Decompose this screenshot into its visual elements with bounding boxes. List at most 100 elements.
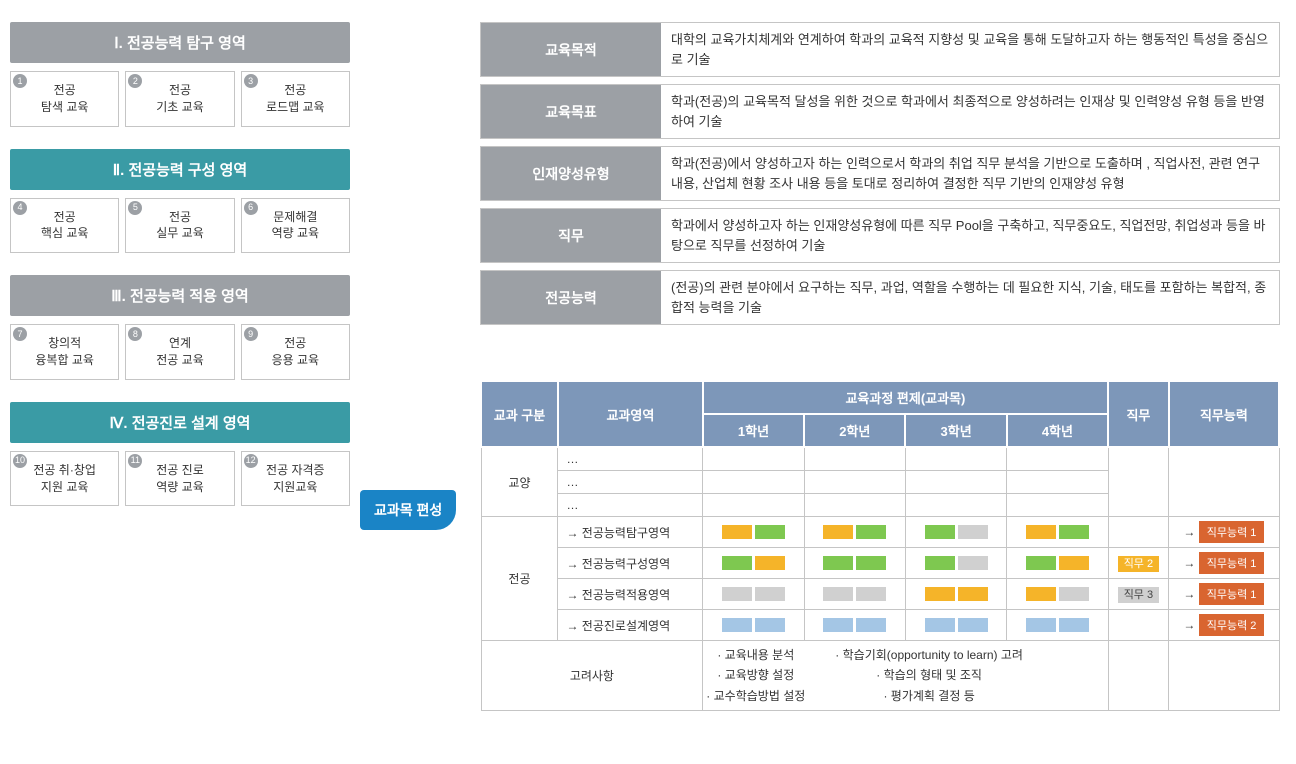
definition-label: 전공능력 xyxy=(481,271,661,324)
section-header: Ⅱ. 전공능력 구성 영역 xyxy=(10,149,350,190)
course-block xyxy=(958,556,988,570)
section-header: Ⅰ. 전공능력 탐구 영역 xyxy=(10,22,350,63)
course-block xyxy=(722,587,752,601)
capability-tag: 직무능력 1 xyxy=(1199,552,1265,574)
duty-tag: 직무 3 xyxy=(1118,587,1159,603)
card: 12전공 자격증지원교육 xyxy=(241,451,350,507)
course-block xyxy=(1059,618,1089,632)
course-block xyxy=(856,587,886,601)
definition-row: 교육목표학과(전공)의 교육목적 달성을 위한 것으로 학과에서 최종적으로 양… xyxy=(480,84,1280,139)
th-duty: 직무 xyxy=(1108,381,1169,447)
card-number: 10 xyxy=(13,454,27,468)
definitions-panel: 교육목적대학의 교육가치체계와 연계하여 학과의 교육적 지향성 및 교육을 통… xyxy=(480,22,1280,332)
card: 6문제해결역량 교육 xyxy=(241,198,350,254)
card-number: 5 xyxy=(128,201,142,215)
th-y3: 3학년 xyxy=(905,414,1006,447)
definition-desc: (전공)의 관련 분야에서 요구하는 직무, 과업, 역할을 수행하는 데 필요… xyxy=(661,271,1279,324)
card: 7창의적융복합 교육 xyxy=(10,324,119,380)
course-block xyxy=(755,556,785,570)
section-header: Ⅲ. 전공능력 적용 영역 xyxy=(10,275,350,316)
definition-row: 직무학과에서 양성하고자 하는 인재양성유형에 따른 직무 Pool을 구축하고… xyxy=(480,208,1280,263)
th-area: 교과영역 xyxy=(558,381,703,447)
definition-desc: 학과(전공)에서 양성하고자 하는 인력으로서 학과의 취업 직무 분석을 기반… xyxy=(661,147,1279,200)
definition-desc: 대학의 교육가치체계와 연계하여 학과의 교육적 지향성 및 교육을 통해 도달… xyxy=(661,23,1279,76)
th-y1: 1학년 xyxy=(703,414,804,447)
consider-content: · 교육내용 분석· 교육방향 설정· 교수학습방법 설정· 학습기회(oppo… xyxy=(703,641,1108,711)
definition-desc: 학과(전공)의 교육목적 달성을 위한 것으로 학과에서 최종적으로 양성하려는… xyxy=(661,85,1279,138)
definition-row: 인재양성유형학과(전공)에서 양성하고자 하는 인력으로서 학과의 취업 직무 … xyxy=(480,146,1280,201)
course-block xyxy=(823,618,853,632)
connector-tag: 교과목 편성 xyxy=(360,490,456,530)
capability-tag: 직무능력 1 xyxy=(1199,521,1265,543)
course-block xyxy=(1026,525,1056,539)
liberal-row: … xyxy=(558,494,703,517)
card: 10전공 취·창업지원 교육 xyxy=(10,451,119,507)
card-number: 9 xyxy=(244,327,258,341)
card: 8연계전공 교육 xyxy=(125,324,234,380)
course-block xyxy=(1026,618,1056,632)
course-block xyxy=(722,618,752,632)
course-block xyxy=(722,525,752,539)
definition-label: 직무 xyxy=(481,209,661,262)
course-block xyxy=(722,556,752,570)
course-block xyxy=(958,587,988,601)
definition-desc: 학과에서 양성하고자 하는 인재양성유형에 따른 직무 Pool을 구축하고, … xyxy=(661,209,1279,262)
left-sections: Ⅰ. 전공능력 탐구 영역 1전공탐색 교육2전공기초 교육3전공로드맵 교육 Ⅱ.… xyxy=(10,22,350,528)
course-block xyxy=(925,587,955,601)
card: 3전공로드맵 교육 xyxy=(241,71,350,127)
section-header: Ⅳ. 전공진로 설계 영역 xyxy=(10,402,350,443)
card-number: 3 xyxy=(244,74,258,88)
definition-label: 교육목적 xyxy=(481,23,661,76)
course-block xyxy=(856,525,886,539)
card-number: 6 xyxy=(244,201,258,215)
th-capability: 직무능력 xyxy=(1169,381,1279,447)
definition-label: 교육목표 xyxy=(481,85,661,138)
course-block xyxy=(925,525,955,539)
th-curriculum: 교육과정 편제(교과목) xyxy=(703,381,1108,414)
card-number: 1 xyxy=(13,74,27,88)
course-block xyxy=(1026,587,1056,601)
capability-tag: 직무능력 2 xyxy=(1199,614,1265,636)
course-block xyxy=(856,618,886,632)
course-block xyxy=(823,587,853,601)
th-division: 교과 구분 xyxy=(481,381,558,447)
definition-row: 전공능력(전공)의 관련 분야에서 요구하는 직무, 과업, 역할을 수행하는 … xyxy=(480,270,1280,325)
liberal-row: … xyxy=(558,447,703,471)
card: 11전공 진로역량 교육 xyxy=(125,451,234,507)
course-block xyxy=(958,618,988,632)
definition-label: 인재양성유형 xyxy=(481,147,661,200)
card-number: 4 xyxy=(13,201,27,215)
card: 1전공탐색 교육 xyxy=(10,71,119,127)
major-area: → 전공능력적용영역 xyxy=(558,579,703,610)
course-block xyxy=(1059,587,1089,601)
th-y2: 2학년 xyxy=(804,414,905,447)
th-y4: 4학년 xyxy=(1007,414,1108,447)
course-block xyxy=(823,525,853,539)
capability-tag: 직무능력 1 xyxy=(1199,583,1265,605)
course-block xyxy=(755,525,785,539)
course-block xyxy=(755,618,785,632)
curriculum-table: 교과 구분 교과영역 교육과정 편제(교과목) 직무 직무능력 1학년 2학년 … xyxy=(480,380,1280,711)
course-block xyxy=(925,556,955,570)
liberal-row: … xyxy=(558,471,703,494)
course-block xyxy=(958,525,988,539)
card: 2전공기초 교육 xyxy=(125,71,234,127)
card-number: 12 xyxy=(244,454,258,468)
major-area: → 전공능력탐구영역 xyxy=(558,517,703,548)
liberal-label: 교양 xyxy=(481,447,558,517)
course-block xyxy=(823,556,853,570)
course-block xyxy=(925,618,955,632)
duty-tag: 직무 2 xyxy=(1118,556,1159,572)
course-block xyxy=(755,587,785,601)
major-area: → 전공진로설계영역 xyxy=(558,610,703,641)
consider-label: 고려사항 xyxy=(481,641,703,711)
major-area: → 전공능력구성영역 xyxy=(558,548,703,579)
card: 5전공실무 교육 xyxy=(125,198,234,254)
course-block xyxy=(1059,556,1089,570)
card: 4전공핵심 교육 xyxy=(10,198,119,254)
course-block xyxy=(856,556,886,570)
course-block xyxy=(1026,556,1056,570)
course-block xyxy=(1059,525,1089,539)
card: 9전공응용 교육 xyxy=(241,324,350,380)
major-label: 전공 xyxy=(481,517,558,641)
